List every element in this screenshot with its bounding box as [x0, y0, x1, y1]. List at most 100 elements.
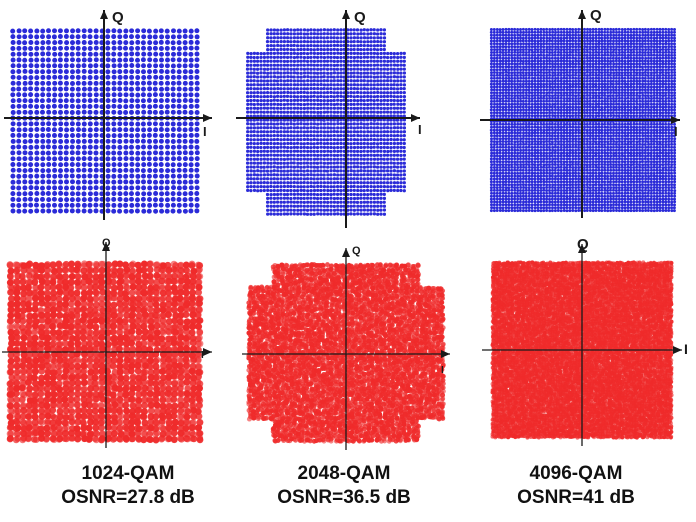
symbol-point — [548, 200, 552, 204]
symbol-point — [553, 137, 557, 141]
symbol-point — [530, 131, 534, 135]
symbol-point — [513, 154, 517, 158]
symbol-point — [256, 161, 260, 165]
symbol-point — [521, 177, 525, 181]
symbol-point — [93, 45, 99, 51]
symbol-point — [501, 68, 505, 72]
symbol-point — [335, 130, 340, 134]
symbol-point — [536, 50, 540, 54]
symbol-point — [530, 56, 534, 60]
symbol-point — [316, 208, 320, 212]
symbol-point — [309, 153, 313, 157]
constellation-ideal-4096-qam: QI — [480, 7, 680, 218]
symbol-point — [533, 128, 537, 132]
symbol-point — [22, 75, 28, 81]
symbol-point — [349, 71, 353, 75]
symbol-point — [510, 99, 514, 103]
symbol-point — [279, 106, 283, 111]
symbol-point — [81, 167, 87, 173]
symbol-point — [498, 157, 502, 161]
symbol-point — [147, 104, 153, 110]
symbol-point — [352, 32, 356, 36]
symbol-point — [362, 79, 366, 83]
symbol-point — [369, 28, 373, 32]
symbol-point — [536, 28, 540, 31]
symbol-point — [105, 191, 111, 197]
symbol-point — [542, 168, 546, 172]
symbol-point — [527, 209, 531, 212]
symbol-point — [359, 59, 363, 64]
symbol-point — [335, 63, 340, 67]
symbol-point — [395, 75, 400, 79]
symbol-point — [539, 128, 543, 132]
symbol-point — [379, 59, 383, 63]
symbol-point — [299, 200, 303, 204]
symbol-point — [498, 151, 502, 155]
symbol-point — [315, 36, 320, 40]
symbol-point — [556, 105, 560, 109]
symbol-point — [299, 114, 303, 118]
symbol-point — [170, 86, 176, 92]
symbol-point — [134, 208, 140, 214]
symbol-point — [45, 127, 51, 132]
symbol-point — [553, 53, 557, 57]
symbol-point — [372, 36, 376, 40]
symbol-point — [550, 56, 554, 60]
symbol-point — [510, 85, 514, 89]
symbol-point — [182, 69, 188, 75]
symbol-point — [34, 191, 40, 196]
symbol-point — [524, 36, 528, 40]
symbol-point — [510, 111, 514, 115]
symbol-point — [504, 88, 508, 92]
symbol-point — [366, 181, 370, 185]
symbol-point — [554, 59, 557, 63]
symbol-point — [533, 186, 537, 190]
symbol-point — [539, 186, 543, 190]
symbol-point — [550, 197, 554, 201]
symbol-point — [282, 71, 287, 75]
symbol-point — [302, 157, 307, 161]
symbol-point — [322, 71, 326, 75]
symbol-point — [490, 125, 493, 129]
symbol-point — [559, 128, 563, 132]
symbol-point — [335, 192, 340, 197]
symbol-point — [513, 188, 517, 192]
symbol-point — [252, 51, 257, 56]
symbol-point — [309, 75, 313, 79]
symbol-point — [501, 160, 505, 164]
symbol-point — [282, 83, 287, 87]
symbol-point — [545, 68, 549, 72]
symbol-point — [46, 80, 52, 86]
symbol-point — [302, 208, 306, 212]
symbol-point — [329, 40, 333, 44]
symbol-point — [105, 69, 111, 75]
symbol-point — [152, 69, 158, 74]
symbol-point — [379, 212, 383, 216]
symbol-point — [372, 106, 376, 110]
symbol-point — [276, 90, 280, 95]
symbol-point — [286, 75, 290, 79]
symbol-point — [75, 144, 81, 150]
symbol-point — [556, 71, 560, 75]
symbol-point — [504, 51, 508, 54]
symbol-point — [259, 98, 263, 103]
symbol-point — [392, 169, 397, 173]
symbol-point — [28, 103, 34, 109]
symbol-point — [117, 202, 123, 208]
symbol-point — [510, 36, 514, 40]
symbol-point — [279, 212, 283, 216]
symbol-point — [542, 91, 546, 95]
symbol-point — [504, 62, 508, 66]
symbol-point — [306, 165, 310, 169]
symbol-point — [159, 86, 164, 92]
symbol-point — [332, 141, 336, 146]
symbol-point — [553, 65, 557, 69]
symbol-point — [140, 121, 146, 127]
symbol-point — [542, 82, 546, 86]
symbol-point — [159, 208, 165, 214]
symbol-point — [276, 71, 280, 75]
symbol-point — [349, 208, 353, 212]
symbol-point — [539, 56, 543, 60]
symbol-point — [369, 157, 373, 161]
symbol-point — [299, 196, 303, 201]
